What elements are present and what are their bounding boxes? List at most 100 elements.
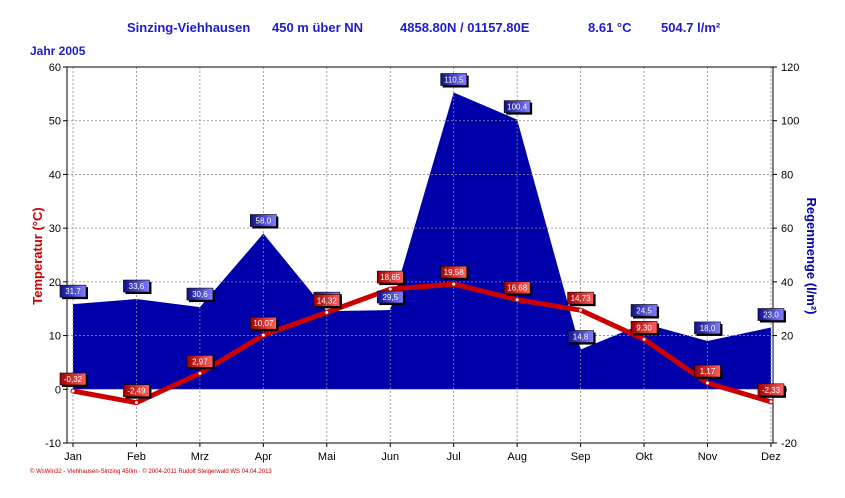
x-tick-label: Jun (381, 451, 399, 463)
y-right-tick-label: -20 (781, 438, 797, 450)
label-text: 16,68 (507, 284, 528, 293)
y-right-tick-label: 80 (781, 169, 793, 181)
label-box (694, 321, 721, 335)
rain-data-label: 110,5 (440, 73, 469, 88)
temperature-data-label: 19,58 (440, 265, 469, 281)
total-rainfall: 504.7 l/m² (661, 20, 721, 35)
label-text: 2,97 (192, 357, 208, 366)
label-box (123, 279, 150, 293)
x-tick-label: Feb (127, 451, 146, 463)
y-axis-right-title: Regenmenge (l/m²) (804, 197, 819, 314)
temperature-data-label: 18,65 (376, 270, 406, 286)
temperature-data-label: -0,32 (59, 372, 88, 388)
temperature-data-label: 2,97 (186, 355, 215, 370)
y-left-tick-label: 0 (55, 384, 61, 396)
y-left-tick-label: -10 (45, 438, 61, 450)
label-box (694, 364, 721, 378)
temperature-point (388, 287, 392, 291)
label-box (630, 321, 658, 334)
label-box (440, 265, 468, 279)
plot-frame (66, 66, 774, 444)
rain-data-label: 33,6 (123, 279, 152, 295)
temperature-point (198, 371, 202, 375)
temperature-point (71, 389, 75, 393)
y-right-tick-label: 100 (781, 116, 799, 128)
label-box (59, 284, 87, 298)
label-text: -2,49 (127, 387, 146, 396)
temperature-point (642, 337, 646, 341)
x-tick-label: Okt (635, 451, 652, 463)
rain-area (73, 92, 771, 390)
rain-data-label: 31,7 (59, 284, 88, 300)
temperature-point (579, 308, 583, 312)
x-tick-label: Jul (447, 451, 461, 463)
data-label-layer: 31,733,630,658,029,129,5110,5100,414,824… (59, 73, 786, 399)
temperature-line-layer (70, 281, 774, 406)
temperature-data-label: 14,73 (567, 291, 596, 307)
rain-data-label: 23,0 (757, 308, 786, 323)
x-tick-label: Dez (761, 451, 781, 463)
label-text: -0,32 (64, 375, 83, 384)
temperature-point (515, 298, 519, 302)
rain-data-label: 30,6 (186, 287, 215, 303)
y-left-tick-label: 20 (49, 277, 61, 289)
x-tick-label: Mai (318, 451, 336, 463)
label-box (757, 383, 785, 397)
temperature-data-label: -2,49 (123, 384, 152, 399)
x-tick-label: Apr (255, 451, 272, 463)
label-box (186, 355, 214, 368)
label-box (250, 316, 277, 330)
y-left-tick-label: 10 (49, 331, 61, 343)
rain-data-label: 24,5 (630, 304, 660, 319)
temperature-data-label: 10,07 (250, 316, 279, 332)
label-text: 10,07 (253, 319, 274, 328)
axis-layer: -100102030405060-20020406080100120JanFeb… (45, 62, 799, 463)
y-right-tick-label: 60 (781, 223, 793, 235)
temperature-point (706, 381, 709, 385)
label-text: 9,30 (636, 323, 652, 332)
label-box (440, 73, 468, 86)
label-text: 18,65 (380, 273, 401, 282)
temperature-data-label: -2,33 (757, 383, 786, 398)
year-label: Jahr 2005 (30, 44, 86, 58)
rain-area-layer (73, 92, 771, 390)
rain-data-label: 14,8 (567, 330, 596, 345)
label-text: 14,32 (317, 296, 338, 305)
label-box (567, 291, 594, 305)
y-left-tick-label: 40 (49, 169, 61, 181)
x-tick-label: Aug (507, 451, 527, 463)
x-tick-label: Sep (571, 451, 591, 463)
label-box (376, 290, 404, 304)
y-left-tick-label: 50 (49, 116, 61, 128)
station-name: Sinzing-Viehhausen (127, 20, 251, 35)
altitude: 450 m über NN (272, 20, 364, 35)
label-box (59, 372, 87, 386)
temperature-point (261, 333, 265, 337)
y-right-tick-label: 40 (781, 277, 793, 289)
footer-credit: © WsWin32 - Viehhausen-Sinzing 450m · © … (30, 469, 272, 475)
label-text: 14,8 (573, 333, 589, 342)
label-text: 58,0 (256, 217, 272, 226)
x-tick-label: Jan (64, 451, 82, 463)
temperature-data-label: 16,68 (503, 281, 533, 296)
temperature-point (769, 400, 773, 404)
temperature-line (70, 281, 774, 406)
label-box (376, 270, 404, 284)
label-box (186, 287, 214, 301)
temperature-data-label: 14,32 (313, 294, 342, 309)
temperature-data-label: 9,30 (630, 321, 660, 336)
temperature-point (452, 282, 456, 286)
y-right-tick-label: 20 (781, 331, 793, 343)
label-box (630, 304, 658, 317)
label-box (250, 214, 277, 227)
label-box (567, 330, 594, 343)
label-text: 29,5 (382, 293, 398, 302)
label-text: 1,17 (700, 367, 716, 376)
label-text: -2,33 (762, 386, 781, 395)
rain-data-label: 18,0 (694, 321, 723, 336)
temperature-point (325, 310, 329, 314)
label-text: 23,0 (763, 311, 779, 320)
label-text: 18,0 (700, 324, 716, 333)
x-tick-label: Nov (698, 451, 718, 463)
